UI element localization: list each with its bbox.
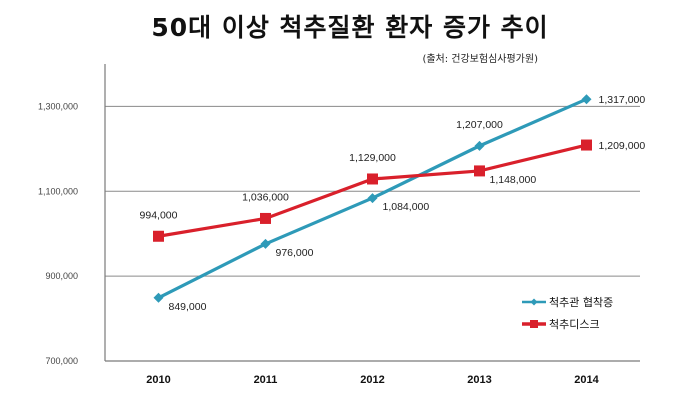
x-tick-label: 2010 <box>146 374 170 386</box>
y-tick-label: 1,300,000 <box>38 101 78 111</box>
x-tick-label: 2011 <box>254 374 278 386</box>
data-point-marker <box>581 94 592 105</box>
data-point-marker <box>474 165 485 177</box>
legend-marker <box>530 298 538 306</box>
y-tick-label: 700,000 <box>45 356 78 366</box>
data-point-marker <box>367 193 378 204</box>
chart-subtitle: (출처: 건강보험심사평가원) <box>422 54 538 65</box>
x-tick-label: 2013 <box>467 374 491 386</box>
data-label: 1,207,000 <box>456 119 503 131</box>
data-label: 1,129,000 <box>349 152 396 164</box>
data-point-marker <box>153 292 164 303</box>
x-tick-label: 2012 <box>360 374 384 386</box>
data-point-marker <box>367 173 378 185</box>
data-point-marker <box>474 140 485 151</box>
chart-title: 50대 이상 척추질환 환자 증가 추이 <box>151 13 549 42</box>
data-label: 1,209,000 <box>599 140 646 152</box>
data-label: 849,000 <box>169 301 207 313</box>
data-point-marker <box>153 230 164 242</box>
data-label: 994,000 <box>140 209 178 221</box>
data-point-marker <box>260 212 271 224</box>
legend-label: 척추디스크 <box>549 318 600 331</box>
y-tick-label: 900,000 <box>45 271 78 281</box>
data-point-marker <box>581 139 592 151</box>
legend-marker <box>530 320 538 328</box>
data-label: 1,036,000 <box>242 191 289 203</box>
data-point-marker <box>260 238 271 249</box>
y-tick-label: 1,100,000 <box>38 186 78 196</box>
data-label: 1,148,000 <box>490 174 537 186</box>
data-label: 976,000 <box>276 247 314 259</box>
x-tick-label: 2014 <box>574 374 599 386</box>
data-label: 1,317,000 <box>599 94 646 106</box>
data-label: 1,084,000 <box>383 201 430 213</box>
legend-label: 척추관 협착증 <box>549 296 613 309</box>
